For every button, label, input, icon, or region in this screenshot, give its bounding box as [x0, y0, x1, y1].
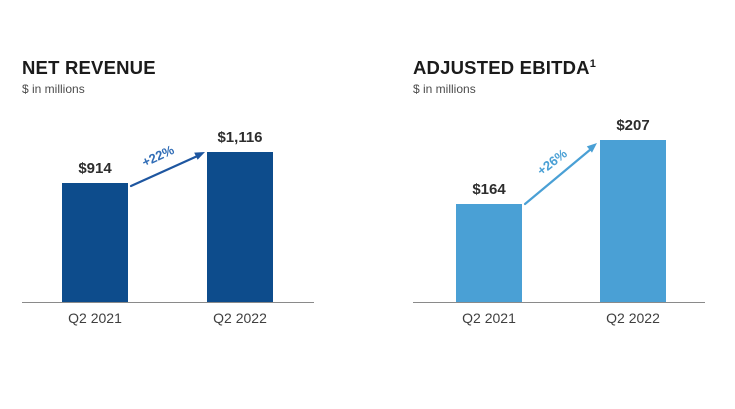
chart-subtitle: $ in millions [22, 81, 85, 96]
plot-area: $164 $207 +26% [413, 117, 705, 303]
growth-arrow-line [523, 147, 593, 206]
adjusted-ebitda-chart: ADJUSTED EBITDA1 $ in millions $164 $207… [413, 57, 708, 358]
bar-value-label: $1,116 [217, 129, 263, 146]
growth-arrow [129, 152, 205, 188]
bar-q2-2022 [207, 152, 273, 302]
bar-q2-2021 [62, 183, 128, 302]
growth-arrow-head [194, 152, 205, 160]
net-revenue-chart: NET REVENUE $ in millions $914 $1,116 +2… [22, 57, 317, 358]
x-axis-label: Q2 2021 [462, 310, 516, 326]
growth-arrow [523, 143, 597, 206]
footnote-marker: 1 [589, 57, 597, 70]
x-axis-label: Q2 2022 [213, 310, 267, 326]
bar-q2-2022 [600, 140, 666, 302]
plot-area: $914 $1,116 +22% [22, 129, 314, 303]
bar-q2-2021 [456, 204, 522, 302]
chart-title: NET REVENUE [22, 57, 317, 79]
chart-title: ADJUSTED EBITDA1 [413, 57, 708, 79]
bar-value-label: $207 [616, 117, 650, 134]
chart-subtitle: $ in millions [413, 81, 476, 96]
x-axis-label: Q2 2022 [606, 310, 660, 326]
growth-arrow-line [129, 154, 199, 188]
bar-value-label: $914 [78, 160, 112, 177]
x-axis-label: Q2 2021 [68, 310, 122, 326]
growth-arrow-head [586, 143, 597, 153]
chart-title-text: ADJUSTED EBITDA [413, 57, 590, 78]
bar-value-label: $164 [472, 181, 506, 198]
chart-title-text: NET REVENUE [22, 57, 156, 78]
